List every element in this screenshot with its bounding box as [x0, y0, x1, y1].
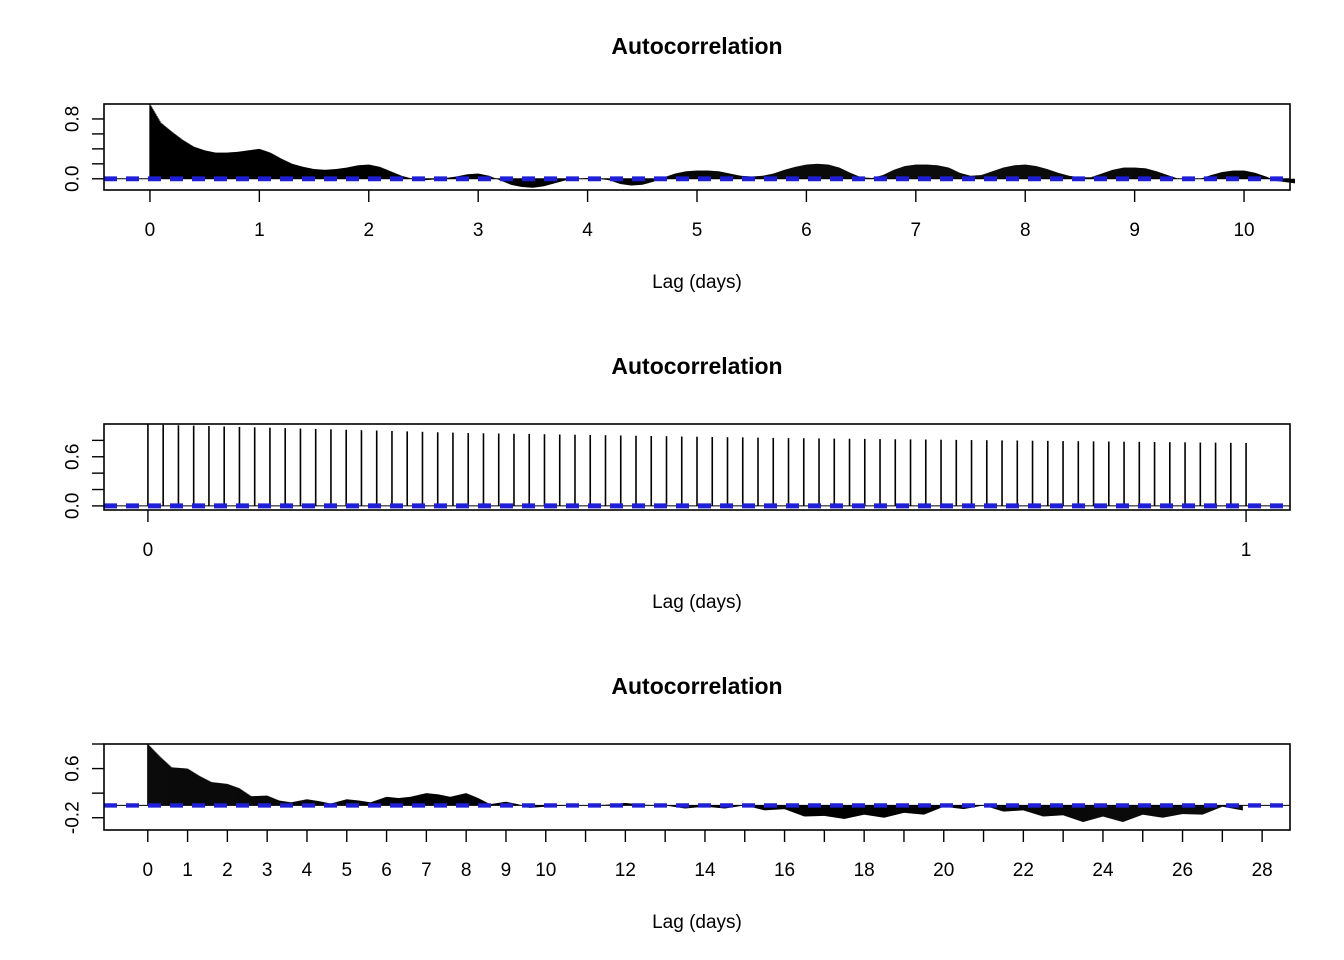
y-axis: 0.0 0.6	[63, 439, 104, 519]
x-tick-label: 12	[615, 860, 636, 881]
acf-panel-daily: Autocorrelation Lag (days) 0 1 2 3 4 5 6 7 8 9 100…	[63, 33, 1295, 293]
x-tick-label: 3	[473, 220, 484, 241]
x-tick-label: 0	[145, 220, 156, 241]
x-axis-label: Lag (days)	[652, 272, 742, 293]
x-tick-label: 6	[381, 860, 392, 881]
acf-panel-intraday: Autocorrelation Lag (days) 0 10.00.6	[63, 353, 1291, 613]
x-axis-label: Lag (days)	[652, 592, 742, 613]
x-tick-label: 24	[1092, 860, 1114, 881]
x-tick-label: 2	[363, 220, 374, 241]
y-tick-label: 0.0	[63, 493, 84, 519]
x-tick-label: 22	[1013, 860, 1034, 881]
x-tick-label: 0	[142, 860, 153, 881]
x-tick-label: 14	[694, 860, 716, 881]
acf-bars	[147, 744, 1243, 822]
x-tick-label: 2	[222, 860, 233, 881]
x-tick-label: 28	[1252, 860, 1273, 881]
x-axis-label: Lag (days)	[652, 912, 742, 933]
x-tick-label: 7	[421, 860, 432, 881]
x-tick-label: 4	[582, 220, 593, 241]
x-tick-label: 1	[254, 220, 265, 241]
x-tick-label: 20	[933, 860, 954, 881]
y-axis: 0.0 0.8	[63, 106, 104, 192]
chart-title: Autocorrelation	[611, 673, 782, 699]
chart-title: Autocorrelation	[611, 353, 782, 379]
x-tick-label: 4	[302, 860, 313, 881]
x-tick-label: 9	[501, 860, 512, 881]
x-axis: 0 1 2 3 4 5 6 7 8 9 10	[145, 190, 1255, 241]
x-tick-label: 3	[262, 860, 273, 881]
x-tick-label: 1	[1241, 540, 1252, 561]
acf-bars	[147, 424, 1247, 506]
y-tick-label: 0.8	[63, 106, 84, 132]
y-tick-label: 0.6	[63, 444, 84, 470]
x-tick-label: 10	[1233, 220, 1254, 241]
x-tick-label: 6	[801, 220, 812, 241]
acf-bars	[149, 104, 1295, 188]
plot-frame	[103, 423, 1291, 511]
y-tick-label: -0.2	[63, 801, 84, 834]
x-tick-label: 5	[341, 860, 352, 881]
y-tick-label: 0.0	[63, 166, 84, 192]
x-tick-label: 8	[1020, 220, 1031, 241]
y-axis: -0.2 0.6	[63, 743, 104, 834]
x-tick-label: 8	[461, 860, 472, 881]
x-tick-label: 26	[1172, 860, 1193, 881]
x-axis: 0 1 2 3 4 5 6 7 8 9 10 12 14 16 18 20 22 24 26 28	[142, 830, 1273, 881]
chart-title: Autocorrelation	[611, 33, 782, 59]
y-tick-label: 0.6	[63, 755, 84, 781]
x-tick-label: 18	[854, 860, 875, 881]
plot-frame	[103, 743, 1291, 831]
x-tick-label: 1	[182, 860, 193, 881]
x-tick-label: 0	[143, 540, 154, 561]
x-tick-label: 5	[692, 220, 703, 241]
x-tick-label: 16	[774, 860, 795, 881]
x-tick-label: 7	[911, 220, 922, 241]
acf-panel-monthly: Autocorrelation Lag (days) 0 1 2 3 4 5 6 7 8 9 10 1…	[63, 673, 1291, 933]
x-tick-label: 9	[1129, 220, 1140, 241]
x-tick-label: 10	[535, 860, 556, 881]
